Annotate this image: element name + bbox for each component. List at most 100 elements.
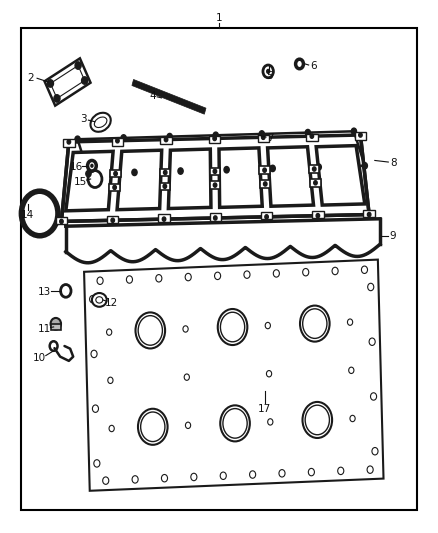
Polygon shape xyxy=(268,147,314,206)
Ellipse shape xyxy=(138,316,162,345)
Circle shape xyxy=(102,477,109,484)
Circle shape xyxy=(54,95,60,102)
Bar xyxy=(364,210,375,217)
Ellipse shape xyxy=(218,309,247,345)
Circle shape xyxy=(90,295,95,303)
Ellipse shape xyxy=(220,312,245,342)
Circle shape xyxy=(127,276,133,283)
Bar xyxy=(159,214,170,222)
Text: 16: 16 xyxy=(70,162,83,172)
Circle shape xyxy=(224,166,229,173)
Circle shape xyxy=(367,466,373,473)
Circle shape xyxy=(265,215,268,219)
Bar xyxy=(107,215,118,223)
Circle shape xyxy=(265,322,270,329)
Bar xyxy=(260,180,271,188)
Circle shape xyxy=(121,135,126,141)
Circle shape xyxy=(351,128,357,134)
Bar xyxy=(259,166,270,174)
Ellipse shape xyxy=(92,293,107,307)
Bar xyxy=(210,167,220,175)
Circle shape xyxy=(86,171,91,177)
Bar xyxy=(159,182,170,190)
Circle shape xyxy=(310,134,314,138)
Circle shape xyxy=(244,271,250,278)
Circle shape xyxy=(90,164,94,168)
Circle shape xyxy=(94,459,100,467)
Circle shape xyxy=(268,419,273,425)
Circle shape xyxy=(214,216,217,220)
Text: 10: 10 xyxy=(33,353,46,362)
Text: 15: 15 xyxy=(74,176,87,187)
Bar xyxy=(258,135,269,142)
Circle shape xyxy=(313,167,316,171)
Bar xyxy=(306,133,318,141)
Circle shape xyxy=(75,62,81,69)
Circle shape xyxy=(156,274,162,282)
Bar xyxy=(160,169,170,176)
Bar xyxy=(210,213,221,221)
Circle shape xyxy=(164,138,168,142)
Text: 8: 8 xyxy=(390,158,396,168)
Text: 6: 6 xyxy=(311,61,317,71)
Circle shape xyxy=(361,266,367,273)
Circle shape xyxy=(308,469,314,476)
Circle shape xyxy=(184,374,189,381)
Circle shape xyxy=(261,135,265,140)
Circle shape xyxy=(263,65,273,78)
Bar xyxy=(110,184,120,191)
Polygon shape xyxy=(219,148,262,207)
Text: 3: 3 xyxy=(80,114,87,124)
Text: 14: 14 xyxy=(21,209,34,220)
Circle shape xyxy=(132,475,138,483)
Circle shape xyxy=(350,415,355,422)
Ellipse shape xyxy=(220,405,250,441)
Circle shape xyxy=(371,393,377,400)
Circle shape xyxy=(81,77,88,84)
Circle shape xyxy=(185,422,191,429)
Circle shape xyxy=(266,370,272,377)
Circle shape xyxy=(305,130,311,136)
Circle shape xyxy=(303,269,309,276)
Text: 5: 5 xyxy=(266,70,272,80)
Circle shape xyxy=(220,472,226,480)
Circle shape xyxy=(213,136,216,141)
Bar xyxy=(210,181,220,189)
Ellipse shape xyxy=(138,409,168,445)
Circle shape xyxy=(92,405,99,413)
Circle shape xyxy=(109,425,114,432)
Ellipse shape xyxy=(96,297,103,303)
Circle shape xyxy=(88,160,96,171)
Ellipse shape xyxy=(303,402,332,438)
Text: 11: 11 xyxy=(38,324,52,334)
Circle shape xyxy=(163,171,167,175)
Circle shape xyxy=(162,217,166,221)
Bar xyxy=(312,211,324,219)
Ellipse shape xyxy=(94,117,107,127)
Bar xyxy=(355,132,366,140)
Bar xyxy=(45,58,91,106)
Circle shape xyxy=(338,467,344,474)
Circle shape xyxy=(106,329,112,335)
Circle shape xyxy=(132,169,137,175)
Circle shape xyxy=(114,172,117,176)
Text: 13: 13 xyxy=(38,287,52,297)
Circle shape xyxy=(367,213,371,216)
Circle shape xyxy=(213,132,219,139)
Circle shape xyxy=(116,139,119,143)
Circle shape xyxy=(259,131,265,137)
Text: 7: 7 xyxy=(267,133,274,143)
Circle shape xyxy=(349,367,354,374)
Circle shape xyxy=(167,133,172,140)
Polygon shape xyxy=(61,135,369,221)
Circle shape xyxy=(108,377,113,384)
Circle shape xyxy=(273,270,279,277)
Circle shape xyxy=(185,273,191,281)
Circle shape xyxy=(347,319,353,325)
Circle shape xyxy=(316,214,320,218)
Circle shape xyxy=(279,470,285,477)
Bar xyxy=(112,138,123,146)
Bar xyxy=(56,216,67,224)
Bar xyxy=(50,66,85,99)
Bar xyxy=(261,212,272,220)
